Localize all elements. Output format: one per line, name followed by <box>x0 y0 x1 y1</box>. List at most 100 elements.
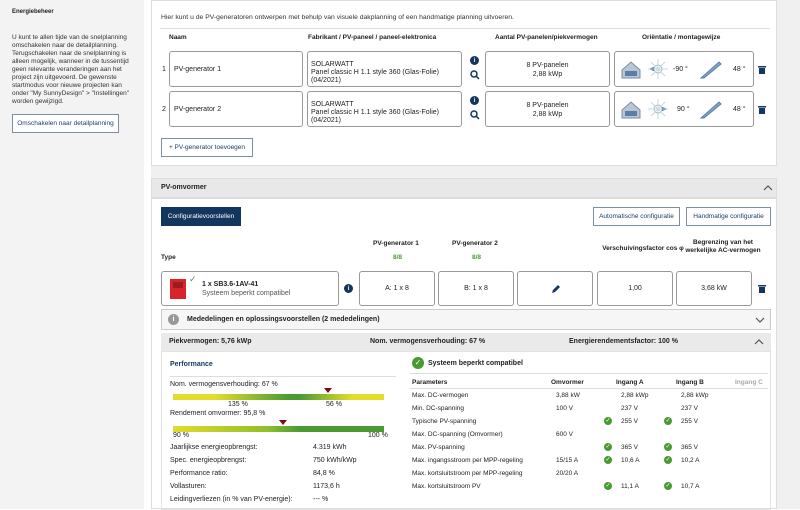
inverter-title: PV-omvormer <box>161 184 207 191</box>
col-gen1: PV-generator 1 <box>373 240 419 247</box>
ac-limit-field[interactable]: 3,68 kW <box>676 271 752 306</box>
compat-input-a-value: 365 V <box>621 444 638 451</box>
search-icon[interactable] <box>470 110 480 120</box>
compat-input-b-value: 10,2 A <box>681 457 700 464</box>
check-circle-icon: ✓ <box>412 357 424 369</box>
inverter-section-header[interactable]: PV-omvormer <box>151 178 777 198</box>
add-generator-button[interactable]: + PV-generator toevoegen <box>161 138 253 157</box>
cos-phi-field[interactable]: 1,00 <box>597 271 673 306</box>
panel-select[interactable]: SOLARWATT Panel classic H 1.1 style 360 (… <box>307 51 462 87</box>
perf-value: 4.319 kWh <box>313 444 347 451</box>
perf-value: 750 kWh/kWp <box>313 457 357 464</box>
manual-config-button[interactable]: Handmatige configuratie <box>686 207 771 226</box>
yield-factor: Energierendementsfactor: 100 % <box>569 338 678 345</box>
tilt-value: 48 ° <box>733 106 746 113</box>
tilt-icon <box>699 101 722 119</box>
compat-input-b-value: 2,88 kWp <box>681 392 709 399</box>
info-icon[interactable]: i <box>470 56 479 65</box>
orientation-field[interactable]: -90 ° 48 ° <box>614 51 754 87</box>
compat-input-a-value: 2,88 kWp <box>621 392 649 399</box>
sun-azimuth-icon <box>648 99 668 119</box>
compat-input-b-value: 255 V <box>681 418 698 425</box>
search-icon[interactable] <box>470 70 480 80</box>
compat-inverter-value: 20/20 A <box>556 470 579 477</box>
trash-icon[interactable] <box>758 284 766 293</box>
panel-value: Panel classic H 1.1 style 360 (Glas-Foli… <box>311 109 439 124</box>
col-limit: Begrenzing van het werkelijke AC-vermoge… <box>685 239 761 254</box>
chevron-up-icon[interactable] <box>754 338 764 345</box>
messages-panel[interactable]: i Mededelingen en oplossingsvoorstellen … <box>161 309 771 330</box>
auto-config-button[interactable]: Automatische configuratie <box>593 207 680 226</box>
col-gen1-value: 8/8 <box>393 254 403 261</box>
info-icon[interactable]: i <box>344 284 353 293</box>
perf-label: Spec. energieopbrengst: <box>170 457 247 464</box>
panel-count-field[interactable]: 8 PV-panelen 2,88 kWp <box>485 91 610 127</box>
maker-value: SOLARWATT <box>311 101 354 108</box>
perf-label: Vollasturen: <box>170 483 207 490</box>
compat-input-a-value: 11,1 A <box>621 483 639 490</box>
inverter-device-field[interactable]: ✓ 1 x SB3.6-1AV-41 Systeem beperkt compa… <box>161 271 339 306</box>
string-a-field[interactable]: A: 1 x 8 <box>359 271 435 306</box>
col-name: Naam <box>169 34 187 41</box>
chevron-up-icon[interactable] <box>763 184 773 191</box>
generator-name-field[interactable]: PV-generator 1 <box>169 51 303 87</box>
row-index: 1 <box>162 66 166 73</box>
string-b-field[interactable]: B: 1 x 8 <box>438 271 514 306</box>
sidebar-title: Energiebeheer <box>12 9 54 15</box>
col-count: Aantal PV-panelen/piekvermogen <box>495 34 598 41</box>
compat-inverter-value: 600 V <box>556 431 573 438</box>
compat-param: Min. DC-spanning <box>412 405 465 412</box>
trash-icon[interactable] <box>758 65 766 74</box>
perf-label: Leidingverliezen (in % van PV-energie): <box>170 496 293 503</box>
compat-input-b-value: 10,7 A <box>681 483 700 490</box>
nom-ratio-label: Nom. vermogensverhouding: 67 % <box>170 381 278 388</box>
panel-count-field[interactable]: 8 PV-panelen 2,88 kWp <box>485 51 610 87</box>
nominal-ratio: Nom. vermogensverhouding: 67 % <box>370 338 486 345</box>
bar1-left: 135 % <box>228 401 248 408</box>
power-value: 2,88 kWp <box>532 111 563 118</box>
bar1-right: 56 % <box>326 401 342 408</box>
check-circle-icon: ✓ <box>664 443 672 451</box>
panel-value: Panel classic H 1.1 style 360 (Glas-Foli… <box>311 69 439 84</box>
compat-param: Max. kortsluitstroom per MPP-regeling <box>412 470 523 477</box>
compat-param: Max. kortsluitstroom PV <box>412 483 481 490</box>
compat-title: Systeem beperkt compatibel <box>428 360 523 367</box>
summary-bar[interactable]: Piekvermogen: 5,76 kWp Nom. vermogensver… <box>161 333 771 351</box>
power-value: 2,88 kWp <box>532 71 563 78</box>
panels-value: 8 PV-panelen <box>526 102 569 109</box>
perf-label: Jaarlijkse energieopbrengst: <box>170 444 258 451</box>
config-suggestions-button[interactable]: Configuratievoorstellen <box>161 207 241 226</box>
efficiency-bar <box>173 426 384 432</box>
bar2-right: 100 % <box>368 432 388 439</box>
panels-value: 8 PV-panelen <box>526 62 569 69</box>
col-gen2-value: 8/8 <box>472 254 482 261</box>
compat-param: Max. DC-vermogen <box>412 392 469 399</box>
ratio-bar <box>173 394 384 400</box>
col-orientation: Oriëntatie / montagewijze <box>642 34 721 41</box>
generator-name-field[interactable]: PV-generator 2 <box>169 91 303 127</box>
marker-icon <box>279 420 287 425</box>
edit-strings-button[interactable] <box>517 271 593 306</box>
switch-detail-button[interactable]: Omschakelen naar detailplanning <box>12 114 119 133</box>
pencil-icon <box>552 285 560 293</box>
messages-title: Mededelingen en oplossingsvoorstellen (2… <box>187 316 380 323</box>
compat-inverter-value: 3,88 kW <box>556 392 580 399</box>
generator-name-value: PV-generator 2 <box>174 106 222 113</box>
trash-icon[interactable] <box>758 105 766 114</box>
compat-header: Ingang A <box>616 379 644 386</box>
chevron-down-icon[interactable] <box>755 317 765 324</box>
compat-input-b-value: 237 V <box>681 405 698 412</box>
col-type: Type <box>161 254 176 261</box>
bar2-left: 90 % <box>173 432 189 439</box>
generators-intro: Hier kunt u de PV-generatoren ontwerpen … <box>161 14 514 21</box>
compat-header: Omvormer <box>551 379 584 386</box>
col-shift: Verschuivingsfactor cos φ <box>602 245 684 252</box>
col-manufacturer: Fabrikant / PV-paneel / paneel-elektroni… <box>308 34 437 41</box>
compat-param: Max. ingangsstroom per MPP-regeling <box>412 457 523 464</box>
info-icon[interactable]: i <box>470 96 479 105</box>
sidebar: Energiebeheer U kunt te allen tijde van … <box>0 0 144 509</box>
orientation-field[interactable]: 90 ° 48 ° <box>614 91 754 127</box>
col-gen2: PV-generator 2 <box>452 240 498 247</box>
sun-azimuth-icon <box>648 59 668 79</box>
panel-select[interactable]: SOLARWATT Panel classic H 1.1 style 360 (… <box>307 91 462 127</box>
